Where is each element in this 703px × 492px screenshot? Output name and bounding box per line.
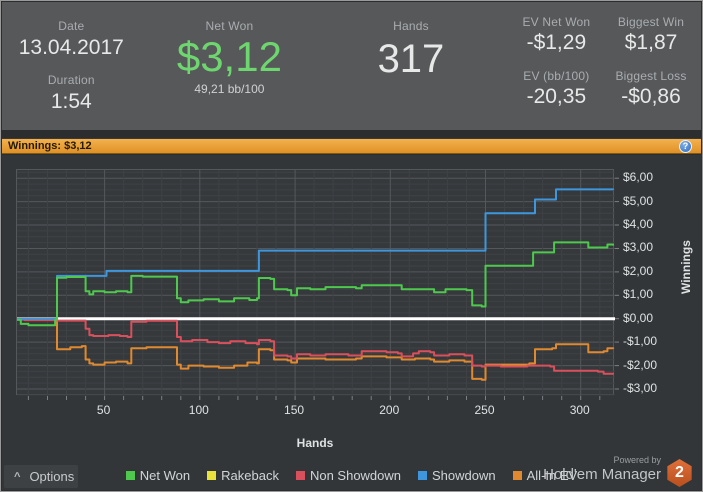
net-won-value: $3,12 <box>176 33 282 80</box>
legend-label: Net Won <box>139 468 191 483</box>
options-button-label: Options <box>29 469 75 484</box>
date-duration-column: Date 13.04.2017 Duration 1:54 <box>2 2 141 130</box>
net-won-label: Net Won <box>205 19 254 33</box>
legend-swatch-icon <box>125 471 135 480</box>
date-label: Date <box>58 19 85 33</box>
powered-by-text: Powered by <box>613 455 661 465</box>
biggest-win-label: Biggest Win <box>617 15 685 29</box>
x-tick-label: 200 <box>379 403 400 417</box>
y-tick-label: $0,00 <box>623 310 654 325</box>
legend-swatch-icon <box>418 471 428 480</box>
y-tick-label: $5,00 <box>623 193 654 208</box>
series-net-won <box>17 241 615 327</box>
biggest-column: Biggest Win $1,87 Biggest Loss -$0,86 <box>609 2 693 130</box>
plot-area <box>16 169 619 400</box>
legend-label: Showdown <box>432 468 496 483</box>
winnings-bar-label: Winnings: $3,12 <box>8 140 92 152</box>
y-tick-label: $1,00 <box>623 287 654 302</box>
duration-value: 1:54 <box>50 90 92 113</box>
chart-panel: $6,00 $5,00 $4,00 $3,00 $2,00 $1,00 $0,00 -$1,0… <box>2 155 701 490</box>
legend-item-rakeback[interactable]: Rakeback <box>207 468 279 483</box>
biggest-win-value: $1,87 <box>624 31 678 54</box>
y-tick-label: $4,00 <box>623 217 654 232</box>
y-tick-label: -$3,00 <box>623 380 658 395</box>
duration-label: Duration <box>47 73 95 87</box>
hands-label: Hands <box>393 19 429 33</box>
y-tick-label: $3,00 <box>623 240 654 255</box>
legend-label: All-In EV <box>526 468 578 483</box>
biggest-loss-value: -$0,86 <box>621 85 681 108</box>
biggest-loss-label: Biggest Loss <box>615 69 687 83</box>
hands-value: 317 <box>377 37 445 81</box>
y-tick-label: $6,00 <box>623 170 654 185</box>
x-tick-label: 100 <box>188 403 209 417</box>
legend-item-all-in-ev[interactable]: All-In EV <box>512 468 578 483</box>
series-showdown <box>17 188 615 320</box>
chart-legend: Net Won Rakeback Non Showdown Showdown All-I… <box>112 468 591 483</box>
ev-bb100-label: EV (bb/100) <box>523 69 590 83</box>
x-tick-label: 300 <box>569 403 590 417</box>
y-tick-label: -$2,00 <box>623 357 658 372</box>
session-summary-header: Date 13.04.2017 Duration 1:54 Net Won $3… <box>2 2 701 130</box>
ev-column: EV Net Won -$1,29 EV (bb/100) -20,35 <box>504 2 609 130</box>
hands-column: Hands 317 <box>318 2 503 130</box>
legend-item-showdown[interactable]: Showdown <box>418 468 496 483</box>
chevron-up-icon: ^ <box>14 470 21 483</box>
legend-swatch-icon <box>207 471 217 480</box>
powered-by-block: Powered by Hold'em Manager <box>543 455 661 483</box>
series-non-showdown <box>17 318 615 375</box>
legend-item-net-won[interactable]: Net Won <box>125 468 191 483</box>
winnings-section-bar[interactable]: Winnings: $3,12 ? <box>2 138 701 154</box>
legend-label: Rakeback <box>221 468 279 483</box>
help-icon[interactable]: ? <box>679 140 692 153</box>
series-all-in-ev <box>17 317 615 381</box>
legend-item-non-showdown[interactable]: Non Showdown <box>295 468 402 483</box>
x-tick-label: 250 <box>474 403 495 417</box>
legend-swatch-icon <box>295 471 305 480</box>
y-axis-title: Winnings <box>679 240 693 294</box>
x-tick-label: 50 <box>96 403 111 417</box>
ev-bb100-value: -20,35 <box>526 85 587 108</box>
net-won-column: Net Won $3,12 49,21 bb/100 <box>141 2 319 130</box>
ev-net-won-label: EV Net Won <box>522 15 591 29</box>
bb100-value: 49,21 bb/100 <box>194 82 265 96</box>
winnings-plot <box>17 170 619 400</box>
legend-swatch-icon <box>512 471 522 480</box>
hm2-logo-icon: 2 <box>667 459 692 487</box>
date-value: 13.04.2017 <box>18 36 124 59</box>
brand-text: Hold'em Manager <box>543 466 661 483</box>
y-tick-label: -$1,00 <box>623 334 658 349</box>
options-button[interactable]: ^ Options <box>4 465 78 488</box>
y-tick-label: $2,00 <box>623 263 654 278</box>
x-axis-title: Hands <box>296 436 334 450</box>
ev-net-won-value: -$1,29 <box>526 31 587 54</box>
x-tick-label: 150 <box>284 403 305 417</box>
legend-label: Non Showdown <box>309 468 402 483</box>
